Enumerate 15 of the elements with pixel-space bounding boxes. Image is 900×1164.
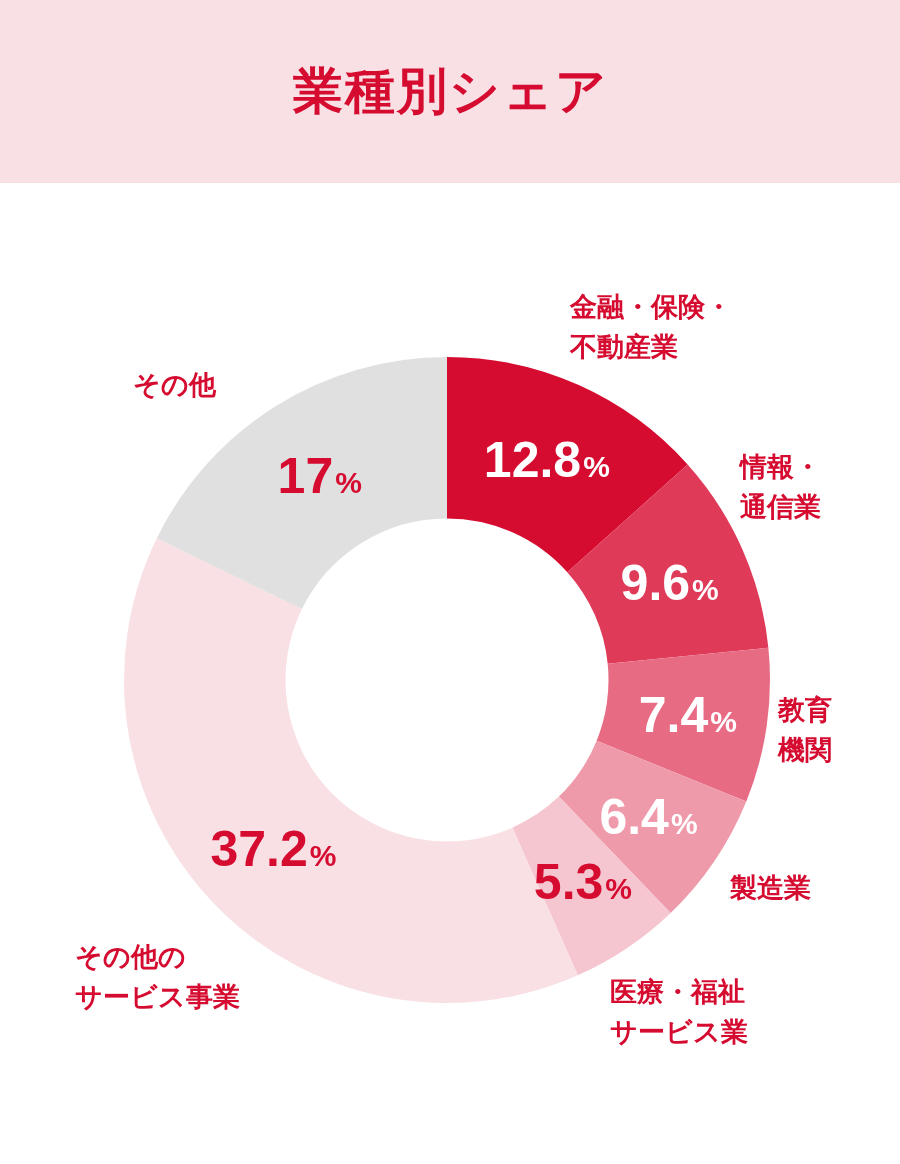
slice-label: 医療・福祉サービス業 bbox=[610, 975, 748, 1049]
slice-label: 金融・保険・不動産業 bbox=[570, 290, 732, 364]
slice-label: 教育機関 bbox=[778, 693, 832, 767]
data-label: 6.4% bbox=[599, 788, 698, 845]
data-label: 37.2% bbox=[210, 821, 337, 878]
slice-label: その他のサービス事業 bbox=[75, 940, 240, 1014]
data-label: 5.3% bbox=[533, 854, 633, 911]
slice-label: その他 bbox=[133, 368, 216, 402]
slice-label: 情報・通信業 bbox=[740, 450, 821, 524]
chart-title: 業種別シェア bbox=[292, 61, 608, 122]
slice-label: 製造業 bbox=[730, 871, 811, 905]
data-label: 12.8% bbox=[483, 431, 610, 488]
data-label: 17% bbox=[277, 447, 362, 504]
data-label: 9.6% bbox=[620, 555, 719, 612]
data-label: 7.4% bbox=[638, 687, 737, 744]
